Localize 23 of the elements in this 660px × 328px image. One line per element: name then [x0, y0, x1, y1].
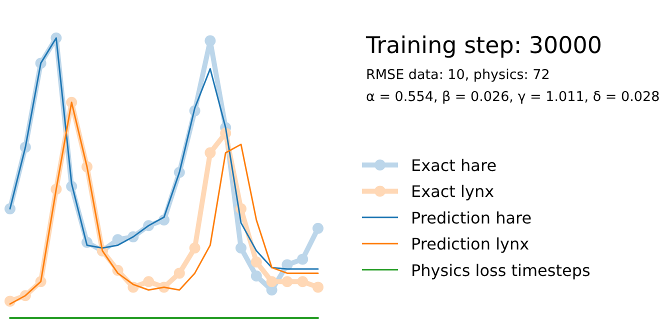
point — [312, 222, 324, 234]
legend-label: Exact lynx — [411, 182, 494, 202]
point — [250, 270, 262, 282]
point — [297, 276, 308, 288]
point — [174, 268, 185, 279]
point — [250, 256, 262, 268]
text: Training step: 30000 — [365, 33, 602, 59]
point — [297, 254, 308, 265]
legend-label: Exact hare — [411, 156, 497, 175]
point — [204, 35, 216, 46]
legend-label: Physics loss timesteps — [411, 260, 590, 280]
text: RMSE data: 10, physics: 72 — [366, 67, 550, 83]
point — [143, 276, 154, 288]
text: α = 0.554, β = 0.026, γ = 1.011, δ = 0.028 — [366, 89, 660, 105]
point — [312, 282, 324, 293]
point — [189, 242, 200, 254]
point — [266, 276, 278, 288]
point — [282, 276, 293, 288]
point — [236, 242, 246, 254]
point — [204, 147, 216, 158]
legend-label: Prediction hare — [411, 208, 532, 228]
legend-label: Prediction lynx — [411, 234, 530, 254]
point — [112, 234, 124, 246]
